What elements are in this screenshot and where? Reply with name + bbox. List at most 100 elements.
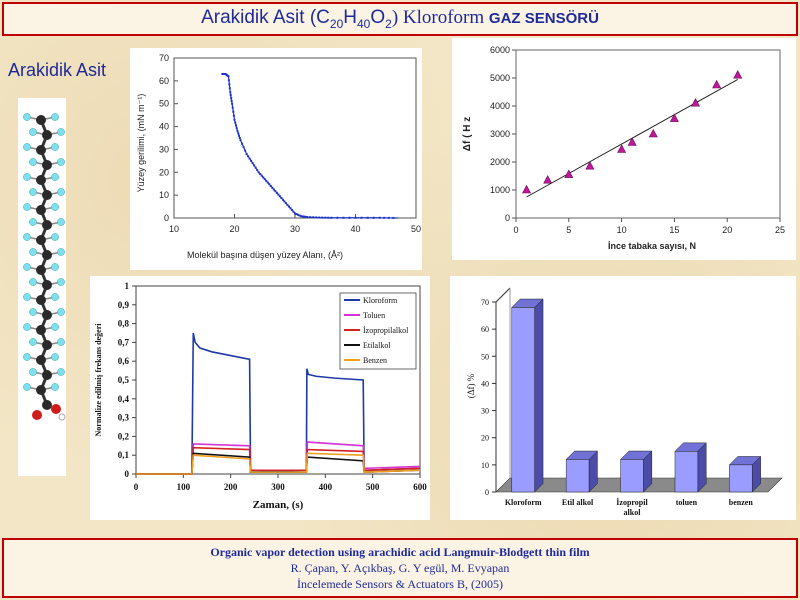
- data-point: [564, 169, 574, 178]
- y-tick-label: 0: [485, 488, 489, 497]
- hydrogen-atom: [57, 158, 65, 166]
- data-point: [277, 193, 280, 196]
- data-point: [228, 83, 231, 86]
- x-tick-label: 10: [169, 224, 179, 234]
- data-point: [392, 216, 395, 219]
- data-point: [235, 124, 238, 127]
- citation-title: Organic vapor detection using arachidic …: [210, 545, 590, 559]
- y-tick-label: 20: [159, 167, 169, 177]
- data-point: [251, 162, 254, 165]
- data-point: [280, 197, 283, 199]
- x-tick-label: 200: [224, 482, 238, 492]
- carbon-atom: [36, 115, 46, 125]
- data-point: [242, 146, 245, 149]
- carbon-atom: [42, 130, 52, 140]
- x-tick-label: 40: [350, 224, 360, 234]
- hydrogen-atom: [57, 368, 65, 376]
- data-point: [274, 190, 277, 193]
- y-tick-label: 30: [159, 144, 169, 154]
- hydrogen-atom: [57, 308, 65, 316]
- y-tick-label: 70: [481, 298, 489, 307]
- data-point: [262, 176, 265, 179]
- y-tick-label: 0: [505, 213, 510, 223]
- hydrogen-atom: [23, 263, 31, 271]
- legend-label: Etilalkol: [363, 341, 391, 350]
- x-tick-label: 30: [290, 224, 300, 234]
- data-point: [236, 130, 239, 133]
- hydrogen-atom: [29, 188, 37, 196]
- y-axis-label: (Δf) %: [466, 373, 476, 398]
- data-point: [585, 161, 595, 170]
- data-point: [301, 215, 304, 218]
- legend: Kloroform Toluen İzopropilalkol Etilalkol Be…: [339, 292, 417, 370]
- data-point: [272, 188, 275, 191]
- data-point: [230, 97, 233, 99]
- y-tick-label: 10: [481, 461, 489, 470]
- data-point: [290, 209, 293, 211]
- data-point: [230, 99, 233, 102]
- formula-c-sub: 20: [329, 16, 344, 31]
- carbon-atom: [42, 340, 52, 350]
- isotherm-chart-panel: 10 20 30 40 50 0 10 20 30 40 50 60 70 Molekül başına…: [130, 48, 422, 270]
- data-point: [284, 202, 287, 205]
- y-tick-label: 4000: [490, 101, 510, 111]
- x-tick-label: 500: [366, 482, 380, 492]
- y-tick-label: 40: [481, 379, 489, 388]
- hydrogen-atom: [23, 353, 31, 361]
- data-point: [229, 91, 232, 94]
- data-point: [327, 216, 330, 219]
- data-point: [253, 164, 256, 167]
- y-tick-label: 0,7: [118, 337, 130, 347]
- hydrogen-atom: [57, 338, 65, 346]
- hydrogen-atom: [29, 308, 37, 316]
- data-point: [232, 114, 235, 117]
- y-tick-label: 0,2: [118, 431, 130, 441]
- category-label: İzopropil: [616, 497, 648, 507]
- data-point: [297, 213, 300, 216]
- axis-edge: [495, 287, 511, 303]
- hydrogen-atom: [51, 323, 59, 331]
- data-point: [627, 137, 637, 146]
- data-point: [321, 216, 324, 219]
- legend-label: İzopropilalkol: [363, 326, 409, 335]
- hydrogen-atom: [51, 353, 59, 361]
- x-tick-label: 600: [413, 482, 427, 492]
- response-bar-chart: 0 10 20 30 40 50 60 70 Kloroform Etil alkol İzopr…: [466, 287, 783, 517]
- hydrogen-atom: [57, 188, 65, 196]
- hydrogen-atom: [23, 383, 31, 391]
- y-tick-label: 0,4: [118, 394, 130, 404]
- data-point: [256, 169, 259, 171]
- data-point: [257, 171, 260, 174]
- hydrogen-atom: [29, 338, 37, 346]
- y-tick-label: 2000: [490, 157, 510, 167]
- data-point: [522, 184, 532, 194]
- data-point: [292, 210, 295, 213]
- citation-source: İncelemede Sensors & Actuators B, (2005): [297, 577, 503, 591]
- data-point: [300, 215, 303, 218]
- data-point: [330, 216, 333, 219]
- data-point: [342, 216, 345, 219]
- y-axis-label: Normalize edilmiş frekans değeri: [94, 323, 103, 437]
- data-point: [543, 175, 553, 184]
- y-axis-label: Δf ( H z: [462, 117, 473, 151]
- y-tick-label: 0: [164, 213, 169, 223]
- data-point: [324, 216, 327, 219]
- data-point: [712, 79, 722, 89]
- bar-side: [534, 298, 544, 493]
- molecule-label: Arakidik Asit: [8, 60, 107, 80]
- plot-area: [173, 57, 417, 219]
- data-point: [336, 216, 339, 219]
- hydrogen-atom: [57, 218, 65, 226]
- hydrogen-atom: [23, 173, 31, 181]
- y-tick-label: 10: [159, 190, 169, 200]
- bar: [674, 451, 699, 493]
- data-point: [669, 113, 679, 122]
- hydrogen-atom: [23, 143, 31, 151]
- data-point: [275, 191, 278, 194]
- carbon-atom: [36, 205, 46, 215]
- data-point: [289, 207, 292, 210]
- data-point: [309, 216, 312, 219]
- data-point: [298, 214, 301, 217]
- y-tick-label: 0: [125, 469, 130, 479]
- data-point: [244, 149, 247, 152]
